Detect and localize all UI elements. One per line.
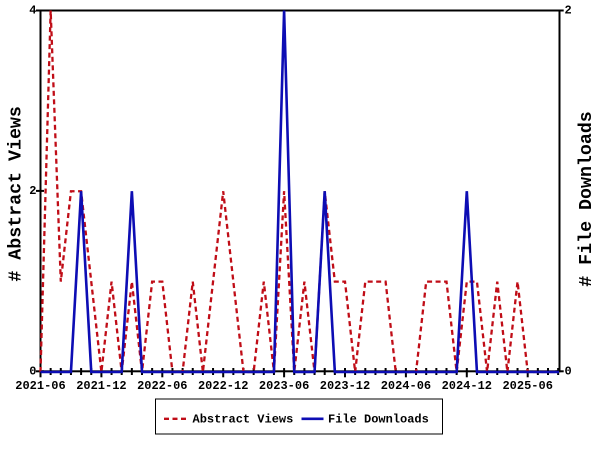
svg-text:0: 0 <box>29 365 36 379</box>
svg-text:2025-06: 2025-06 <box>502 379 552 393</box>
svg-text:2022-06: 2022-06 <box>137 379 187 393</box>
svg-text:0: 0 <box>565 365 572 379</box>
svg-text:2024-12: 2024-12 <box>442 379 492 393</box>
svg-text:# Abstract Views: # Abstract Views <box>7 106 27 282</box>
svg-text:2024-06: 2024-06 <box>381 379 431 393</box>
svg-text:2023-06: 2023-06 <box>259 379 309 393</box>
svg-text:# File Downloads: # File Downloads <box>577 111 597 287</box>
svg-text:2023-12: 2023-12 <box>320 379 370 393</box>
svg-text:2: 2 <box>29 184 36 198</box>
svg-text:2021-06: 2021-06 <box>15 379 65 393</box>
svg-text:2: 2 <box>565 4 572 18</box>
svg-text:4: 4 <box>29 4 36 18</box>
svg-text:2021-12: 2021-12 <box>76 379 126 393</box>
svg-text:File Downloads: File Downloads <box>328 412 429 426</box>
svg-text:Abstract Views: Abstract Views <box>193 412 294 426</box>
svg-text:2022-12: 2022-12 <box>198 379 248 393</box>
